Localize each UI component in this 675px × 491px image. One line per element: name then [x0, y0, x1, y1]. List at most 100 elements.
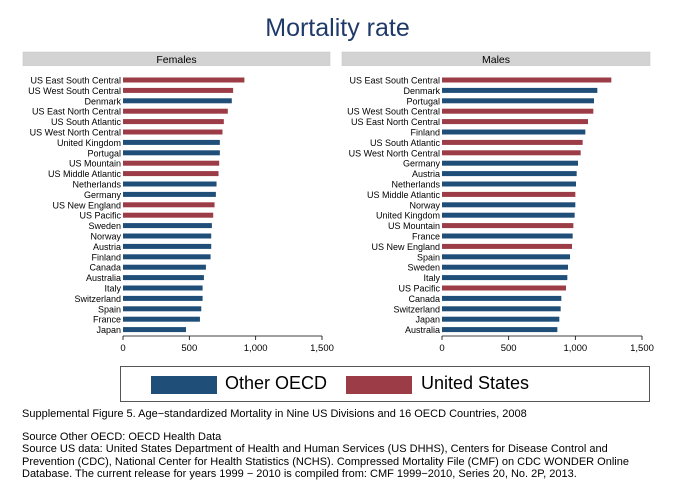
- bar: [123, 87, 234, 93]
- category-label: United Kingdom: [57, 138, 121, 148]
- bar: [442, 316, 560, 322]
- category-label: Austria: [412, 169, 440, 179]
- category-label: Italy: [423, 273, 440, 283]
- source-us: Source US data: United States Department…: [22, 443, 629, 480]
- category-label: US Mountain: [69, 159, 121, 169]
- category-label: Netherlands: [391, 180, 440, 190]
- category-label: Portugal: [87, 148, 121, 158]
- category-label: Switzerland: [74, 294, 121, 304]
- bar: [123, 77, 245, 83]
- category-label: Norway: [409, 200, 440, 210]
- bar: [123, 316, 200, 322]
- bar: [442, 327, 558, 333]
- category-label: Denmark: [403, 86, 440, 96]
- category-label: Netherlands: [72, 180, 121, 190]
- chart-title: Mortality rate: [265, 14, 410, 42]
- bar: [123, 181, 217, 187]
- category-label: Germany: [84, 190, 122, 200]
- category-label: US New England: [52, 200, 121, 210]
- category-label: Japan: [96, 325, 121, 335]
- bar: [123, 98, 232, 104]
- category-label: US East South Central: [30, 76, 121, 86]
- bar: [123, 139, 220, 145]
- bar: [442, 129, 586, 135]
- bar: [123, 306, 202, 312]
- bar: [442, 295, 562, 301]
- category-label: France: [93, 315, 121, 325]
- category-label: France: [412, 232, 440, 242]
- category-label: US East North Central: [351, 117, 440, 127]
- bar: [442, 233, 573, 239]
- category-label: US West South Central: [28, 86, 121, 96]
- x-tick-label: 500: [181, 343, 197, 354]
- legend: Other OECD United States: [120, 366, 650, 402]
- bar: [442, 108, 594, 114]
- category-label: Spain: [98, 304, 121, 314]
- bar: [442, 150, 581, 156]
- category-label: US South Atlantic: [51, 117, 122, 127]
- category-label: US East South Central: [349, 76, 440, 86]
- x-tick-label: 1,500: [630, 343, 654, 354]
- caption: Supplemental Figure 5. Age−standardized …: [22, 408, 527, 420]
- category-label: US Middle Atlantic: [367, 190, 441, 200]
- bar: [442, 119, 588, 125]
- bar: [123, 243, 212, 249]
- bar: [123, 150, 220, 156]
- category-label: Portugal: [406, 96, 440, 106]
- legend-label-us: United States: [421, 373, 530, 393]
- legend-swatch-us: [346, 376, 412, 394]
- bar: [442, 202, 576, 208]
- bar: [123, 254, 211, 260]
- bar: [123, 285, 203, 291]
- category-label: Sweden: [88, 221, 121, 231]
- category-label: US New England: [371, 242, 440, 252]
- bar: [123, 171, 219, 177]
- category-label: Japan: [415, 315, 440, 325]
- x-tick-label: 0: [439, 343, 444, 354]
- bar: [442, 171, 577, 177]
- category-label: Italy: [104, 284, 121, 294]
- category-label: Switzerland: [393, 304, 440, 314]
- bar: [442, 160, 578, 166]
- x-tick-label: 1,000: [563, 343, 587, 354]
- category-label: Denmark: [84, 96, 121, 106]
- bar: [442, 254, 570, 260]
- category-label: Spain: [417, 252, 440, 262]
- category-label: US Mountain: [388, 221, 440, 231]
- bar: [123, 191, 216, 197]
- category-label: Norway: [90, 232, 121, 242]
- legend-label-oecd: Other OECD: [225, 373, 328, 393]
- bar: [123, 119, 224, 125]
- legend-swatch-oecd: [151, 376, 217, 394]
- source-oecd: Source Other OECD: OECD Health Data: [22, 431, 222, 443]
- bar: [123, 202, 215, 208]
- bar: [123, 295, 203, 301]
- bar: [123, 212, 214, 218]
- category-label: Canada: [89, 263, 121, 273]
- bar: [442, 243, 572, 249]
- category-label: United Kingdom: [376, 211, 440, 221]
- category-label: Sweden: [407, 263, 440, 273]
- category-label: US Pacific: [79, 211, 121, 221]
- category-label: US West North Central: [30, 128, 121, 138]
- category-label: Canada: [408, 294, 440, 304]
- category-label: US West South Central: [347, 107, 440, 117]
- category-label: US West North Central: [349, 148, 440, 158]
- bar: [123, 233, 212, 239]
- x-tick-label: 500: [501, 343, 517, 354]
- bar: [442, 191, 576, 197]
- panel-title-females: Females: [156, 54, 196, 66]
- category-label: US Middle Atlantic: [48, 169, 122, 179]
- bar: [123, 327, 187, 333]
- category-label: US South Atlantic: [370, 138, 441, 148]
- category-label: Australia: [86, 273, 121, 283]
- bar: [123, 264, 206, 270]
- category-label: Australia: [405, 325, 440, 335]
- bar: [442, 264, 568, 270]
- bar: [442, 98, 594, 104]
- bar: [123, 275, 204, 281]
- bar: [442, 87, 598, 93]
- category-label: Germany: [403, 159, 441, 169]
